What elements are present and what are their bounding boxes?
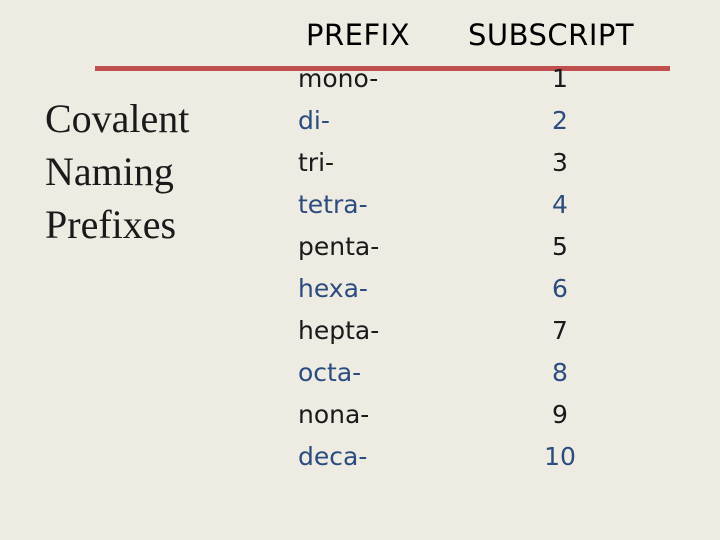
prefix-cell: octa- <box>298 358 362 387</box>
subscript-header: SUBSCRIPT <box>468 18 635 52</box>
subscript-cell: 5 <box>552 232 568 261</box>
table-row: deca- 10 <box>0 436 720 478</box>
table-row: hexa- 6 <box>0 268 720 310</box>
title-line: Covalent <box>45 96 190 141</box>
subscript-cell: 10 <box>544 442 576 471</box>
prefix-cell: tetra- <box>298 190 368 219</box>
prefix-cell: hepta- <box>298 316 380 345</box>
subscript-cell: 8 <box>552 358 568 387</box>
subscript-cell: 4 <box>552 190 568 219</box>
prefix-cell: di- <box>298 106 330 135</box>
subscript-cell: 2 <box>552 106 568 135</box>
table-row: mono- 1 <box>0 58 720 100</box>
header-divider <box>95 66 670 71</box>
table-row: di- 2 <box>0 100 720 142</box>
table-row: tetra- 4 <box>0 184 720 226</box>
prefix-cell: tri- <box>298 148 335 177</box>
prefix-cell: mono- <box>298 64 379 93</box>
subscript-cell: 6 <box>552 274 568 303</box>
table-row: nona- 9 <box>0 394 720 436</box>
title-line: Naming <box>45 149 174 194</box>
prefix-cell: deca- <box>298 442 368 471</box>
table-row: hepta- 7 <box>0 310 720 352</box>
prefix-header: PREFIX <box>306 18 411 52</box>
subscript-cell: 3 <box>552 148 568 177</box>
table-row: tri- 3 <box>0 142 720 184</box>
prefix-cell: hexa- <box>298 274 368 303</box>
subscript-cell: 7 <box>552 316 568 345</box>
prefix-cell: penta- <box>298 232 380 261</box>
table-row: penta- 5 <box>0 226 720 268</box>
subscript-cell: 9 <box>552 400 568 429</box>
subscript-cell: 1 <box>552 64 568 93</box>
prefix-cell: nona- <box>298 400 370 429</box>
title-line: Prefixes <box>45 202 177 247</box>
slide-title: Covalent Naming Prefixes <box>45 92 189 251</box>
table-row: octa- 8 <box>0 352 720 394</box>
